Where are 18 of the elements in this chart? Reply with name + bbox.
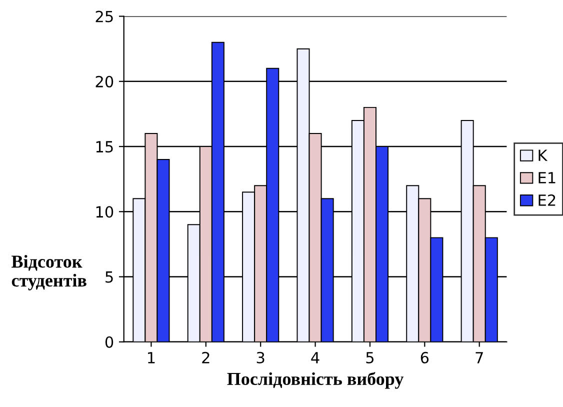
legend-label: E1 [538, 172, 556, 184]
legend-label: K [538, 150, 548, 161]
x-tick-label: 4 [311, 352, 320, 364]
y-tick-label: 15 [96, 141, 113, 153]
y-tick-label: 5 [106, 271, 113, 283]
y-axis-title: Відсоток студентів [12, 255, 86, 290]
x-tick-label: 5 [366, 352, 374, 364]
y-tick-label: 25 [96, 10, 113, 22]
legend-label: E2 [538, 194, 556, 206]
x-tick-label: 7 [476, 352, 483, 364]
y-tick-label: 20 [96, 76, 114, 88]
x-tick-label: 3 [256, 352, 264, 364]
x-axis-title: Послідовність вибору [227, 372, 404, 389]
x-tick-label: 2 [202, 352, 210, 364]
x-tick-label: 6 [420, 352, 429, 364]
y-tick-label: 10 [96, 206, 114, 218]
x-tick-label: 1 [148, 352, 155, 364]
y-tick-label: 0 [105, 336, 114, 348]
